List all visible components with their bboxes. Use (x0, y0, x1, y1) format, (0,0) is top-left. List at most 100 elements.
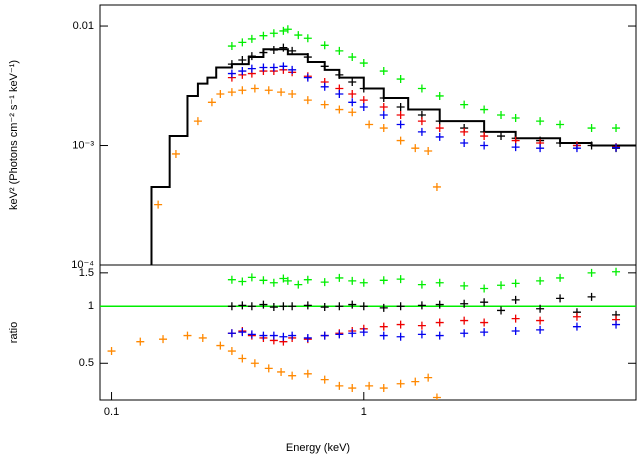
data-point (320, 82, 329, 91)
data-point (250, 359, 259, 368)
x-tick-label: 0.1 (104, 406, 119, 418)
data-point (238, 67, 247, 76)
data-point (303, 333, 312, 342)
data-point (379, 93, 388, 102)
data-point (359, 328, 368, 337)
data-point (247, 302, 256, 311)
data-point (348, 300, 357, 309)
data-point (480, 284, 489, 293)
data-point (556, 294, 565, 303)
data-point (435, 318, 444, 327)
y-tick-label: 10⁻³ (72, 139, 94, 151)
data-point (435, 300, 444, 309)
data-point (227, 60, 236, 69)
data-point (335, 105, 344, 114)
data-point (480, 298, 489, 307)
data-point (556, 138, 565, 147)
data-point (411, 377, 420, 386)
data-point (348, 276, 357, 285)
data-point (536, 316, 545, 325)
data-point (294, 280, 303, 289)
data-point (556, 273, 565, 282)
data-point (460, 281, 469, 290)
data-point (320, 100, 329, 109)
data-point (432, 393, 441, 400)
data-point (379, 111, 388, 120)
data-point (216, 89, 225, 98)
data-point (159, 335, 168, 344)
data-point (379, 384, 388, 393)
data-point (320, 331, 329, 340)
data-point (497, 111, 506, 120)
data-point (303, 301, 312, 310)
y-tick-label: 10⁻⁴ (71, 259, 94, 271)
data-point (417, 127, 426, 136)
data-point (269, 303, 278, 312)
data-point (396, 136, 405, 145)
data-point (335, 89, 344, 98)
data-point (320, 375, 329, 384)
data-point (348, 53, 357, 62)
data-point (480, 328, 489, 337)
data-point (171, 149, 180, 158)
data-point (288, 371, 297, 380)
data-point (359, 278, 368, 287)
data-point (283, 25, 292, 34)
data-point (183, 331, 192, 340)
data-point (288, 302, 297, 311)
data-point (348, 108, 357, 117)
data-point (417, 330, 426, 339)
data-point (536, 144, 545, 153)
data-point (348, 78, 357, 87)
data-point (259, 48, 268, 57)
data-point (227, 275, 236, 284)
data-point (238, 38, 247, 47)
data-point (335, 381, 344, 390)
data-point (460, 329, 469, 338)
data-point (497, 281, 506, 290)
data-point (379, 331, 388, 340)
data-point (136, 337, 145, 346)
data-point (216, 341, 225, 350)
data-point (365, 120, 374, 129)
data-point (379, 303, 388, 312)
data-point (294, 31, 303, 40)
data-point (572, 312, 581, 321)
data-point (612, 320, 621, 329)
data-point (303, 53, 312, 62)
data-point (348, 98, 357, 107)
plot-frame (99, 264, 637, 401)
data-point (435, 91, 444, 100)
data-point (572, 322, 581, 331)
data-point (279, 26, 288, 35)
data-point (259, 300, 268, 309)
data-point (238, 328, 247, 337)
data-point (303, 369, 312, 378)
x-axis-label: Energy (keV) (286, 442, 350, 454)
data-point (259, 331, 268, 340)
data-point (279, 43, 288, 52)
data-point (238, 354, 247, 363)
data-point (587, 268, 596, 277)
plot-frame (99, 4, 637, 266)
data-point (536, 304, 545, 313)
data-point (359, 96, 368, 105)
y-axis-label: ratio (8, 322, 20, 343)
data-point (264, 364, 273, 373)
data-point (435, 124, 444, 133)
data-point (536, 325, 545, 334)
data-point (269, 63, 278, 72)
data-point (480, 132, 489, 141)
data-point (335, 330, 344, 339)
data-point (288, 331, 297, 340)
data-point (359, 103, 368, 112)
data-point (259, 276, 268, 285)
data-point (238, 301, 247, 310)
data-point (269, 331, 278, 340)
data-point (227, 347, 236, 356)
data-point (238, 86, 247, 95)
data-point (396, 75, 405, 84)
data-point (396, 379, 405, 388)
data-point (264, 86, 273, 95)
